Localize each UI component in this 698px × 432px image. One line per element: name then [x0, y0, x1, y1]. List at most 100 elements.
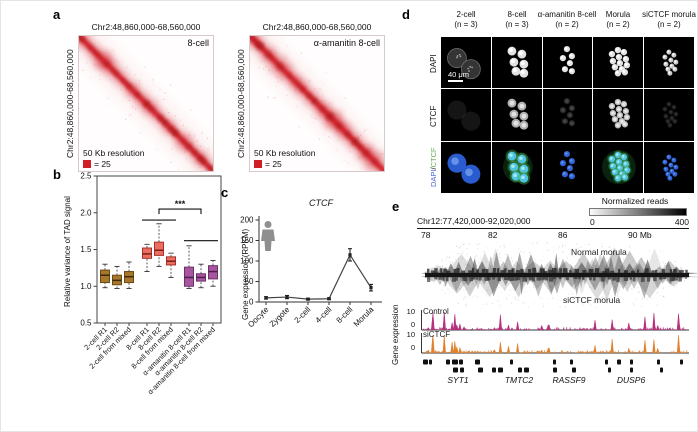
micrograph-r1c1 — [491, 89, 542, 141]
svg-text:***: *** — [175, 199, 186, 209]
expression-track-control — [421, 310, 689, 331]
column-name: 8-cell — [507, 10, 527, 19]
region-title: Chr12:77,420,000-92,020,000 — [417, 216, 531, 226]
hic-region-title: Chr2:48,860,000-68,560,000 — [262, 22, 372, 32]
micrograph-r2c4 — [644, 141, 694, 193]
row-label-merged: DAPI/CTCF — [429, 140, 438, 194]
row-label-dapi: DAPI — [429, 54, 438, 74]
column-n: (n = 2) — [606, 20, 630, 30]
heat-color-swatch — [83, 160, 91, 168]
svg-text:50: 50 — [245, 277, 254, 286]
micrograph-r0c3 — [593, 37, 644, 89]
heat-scale-value: = 25 — [265, 159, 282, 169]
row-label-ctcf: CTCF — [429, 105, 438, 127]
track2-label: siCTCF — [423, 330, 451, 339]
micrograph-r2c0 — [441, 141, 491, 193]
axis-tick: 90 Mb — [628, 230, 652, 240]
track2-ymax: 10 — [406, 330, 415, 339]
svg-text:Oocyte: Oocyte — [246, 305, 271, 330]
hic-map-amanitin-8cell: Chr2:48,860,000-68,560,000 Chr2:48,860,0… — [236, 22, 386, 172]
row-label-merged-dapi: DAPI — [429, 169, 438, 187]
gene-name-syt1: SYT1 — [447, 375, 469, 385]
heat-scale-legend: = 25 — [254, 159, 282, 169]
svg-text:0: 0 — [249, 298, 254, 307]
hic-heatmap: α-amanitin 8-cell 50 Kb resolution = 25 — [249, 35, 385, 172]
column-n: (n = 3) — [505, 20, 529, 30]
svg-text:1.5: 1.5 — [80, 245, 92, 254]
column-name: 2-cell — [456, 10, 476, 19]
svg-text:200: 200 — [240, 216, 254, 225]
condition-label: 8-cell — [187, 38, 209, 48]
condition-label: α-amanitin 8-cell — [313, 38, 380, 48]
track2-ymin: 0 — [410, 343, 415, 352]
gene-name-tmtc2: TMTC2 — [504, 375, 534, 385]
svg-text:0.5: 0.5 — [80, 319, 92, 328]
colorbar-min: 0 — [590, 217, 595, 227]
svg-text:150: 150 — [240, 236, 254, 245]
hic-strip-sictcf — [421, 275, 697, 308]
column-header-amanitin: α-amanitin 8-cell (n = 2) — [538, 10, 597, 31]
gene-name-dusp6: DUSP6 — [616, 375, 646, 385]
hic-heatmap-canvas — [250, 36, 384, 171]
scale-bar-text: 40 μm — [448, 70, 469, 79]
svg-text:2.5: 2.5 — [80, 172, 92, 181]
panel-a-label: a — [53, 7, 61, 22]
resolution-label: 50 Kb resolution — [254, 148, 316, 158]
column-name: α-amanitin 8-cell — [537, 10, 597, 19]
micrograph-r1c2 — [542, 89, 593, 141]
scale-bar-line — [448, 80, 463, 82]
micrograph-r0c0 — [441, 37, 491, 89]
svg-text:1.0: 1.0 — [80, 282, 92, 291]
micrograph-r2c1 — [491, 141, 542, 193]
axis-tick: 78 — [421, 230, 431, 240]
panel-e-label: e — [392, 199, 400, 214]
micrograph-r2c3 — [593, 141, 644, 193]
column-name: Morula — [605, 10, 631, 19]
axis-tick: 82 — [488, 230, 498, 240]
hic-map-8cell: Chr2:48,860,000-68,560,000 Chr2:48,860,0… — [65, 22, 215, 172]
coordinate-axis-line — [417, 228, 689, 229]
colorbar-title: Normalized reads — [601, 196, 669, 206]
track1-label: Control — [423, 307, 449, 316]
svg-text:2.0: 2.0 — [80, 208, 92, 217]
panel-c-label: c — [221, 185, 229, 200]
svg-text:Zygote: Zygote — [268, 305, 292, 329]
gene-name-rassf9: RASSF9 — [552, 375, 586, 385]
heat-scale-value: = 25 — [94, 159, 111, 169]
hic-strip-normal — [421, 242, 697, 275]
hic-heatmap-canvas — [79, 36, 213, 171]
gene-title: CTCF — [309, 198, 333, 208]
colorbar-max: 400 — [674, 217, 689, 227]
micrograph-r0c2 — [542, 37, 593, 89]
micrograph-r0c1 — [491, 37, 542, 89]
column-header-8cell: 8-cell (n = 3) — [505, 10, 528, 31]
panel-b-label: b — [53, 167, 61, 182]
svg-text:Morula: Morula — [352, 305, 376, 329]
scale-bar: 40 μm — [448, 71, 469, 82]
row-label-merged-ctcf: CTCF — [429, 147, 438, 168]
micrograph-r1c0 — [441, 89, 491, 141]
hic-region-title: Chr2:48,860,000-68,560,000 — [91, 22, 201, 32]
column-n: (n = 3) — [454, 20, 478, 30]
micrograph-r0c4 — [644, 37, 694, 89]
microscopy-grid — [441, 37, 694, 193]
svg-text:100: 100 — [240, 257, 254, 266]
colorbar-gradient — [589, 208, 687, 216]
hic-heatmap: 8-cell 50 Kb resolution = 25 — [78, 35, 214, 172]
column-header-morula: Morula (n = 2) — [606, 10, 630, 31]
row-label-merged-slash: / — [429, 167, 438, 170]
micrograph-r1c4 — [644, 89, 694, 141]
hic-strip-label-sictcf: siCTCF morula — [563, 295, 621, 305]
svg-text:2-cell: 2-cell — [293, 305, 313, 325]
track1-ymin: 0 — [410, 320, 415, 329]
axis-tick: 86 — [558, 230, 568, 240]
column-header-2cell: 2-cell (n = 3) — [454, 10, 477, 31]
resolution-label: 50 Kb resolution — [83, 148, 145, 158]
micrograph-r1c3 — [593, 89, 644, 141]
boxplot: 0.51.01.52.02.52-cell R12-cell R22-cell … — [80, 172, 222, 396]
svg-text:4-cell: 4-cell — [314, 305, 334, 325]
column-header-sictcf: siCTCF morula (n = 2) — [642, 10, 696, 31]
column-n: (n = 2) — [657, 20, 681, 30]
hic-y-axis-label: Chr2:48,860,000-68,560,000 — [65, 49, 75, 158]
